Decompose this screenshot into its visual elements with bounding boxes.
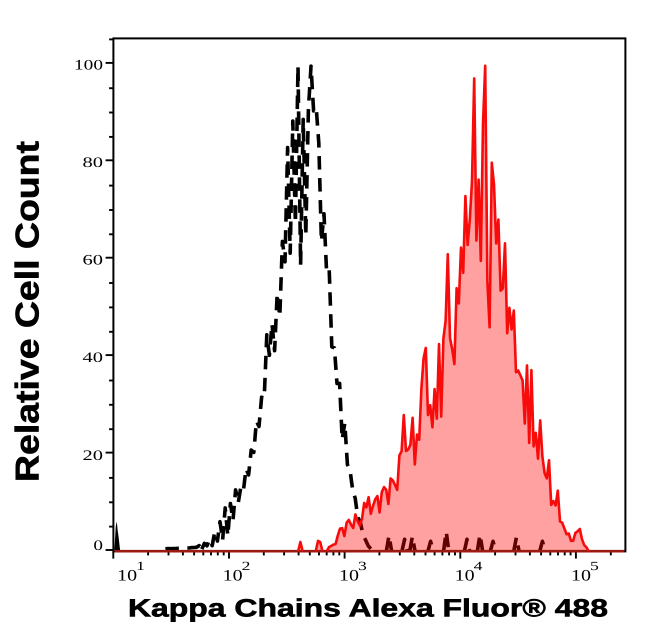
svg-text:60: 60 bbox=[83, 253, 104, 269]
svg-text:10: 10 bbox=[223, 567, 243, 584]
svg-text:4: 4 bbox=[474, 559, 484, 573]
svg-text:5: 5 bbox=[590, 559, 599, 573]
svg-text:1: 1 bbox=[136, 559, 145, 573]
svg-text:Kappa Chains Alexa Fluor® 488: Kappa Chains Alexa Fluor® 488 bbox=[128, 595, 608, 623]
svg-text:3: 3 bbox=[358, 559, 367, 573]
svg-text:40: 40 bbox=[83, 350, 104, 366]
svg-text:0: 0 bbox=[93, 538, 103, 554]
svg-text:10: 10 bbox=[117, 567, 137, 584]
svg-text:80: 80 bbox=[83, 155, 104, 171]
svg-text:10: 10 bbox=[339, 567, 359, 584]
svg-text:10: 10 bbox=[455, 567, 475, 584]
svg-text:10: 10 bbox=[571, 567, 591, 584]
svg-text:100: 100 bbox=[74, 58, 103, 74]
svg-text:Relative Cell Count: Relative Cell Count bbox=[9, 141, 46, 482]
svg-text:2: 2 bbox=[242, 559, 251, 573]
svg-text:20: 20 bbox=[83, 448, 104, 464]
